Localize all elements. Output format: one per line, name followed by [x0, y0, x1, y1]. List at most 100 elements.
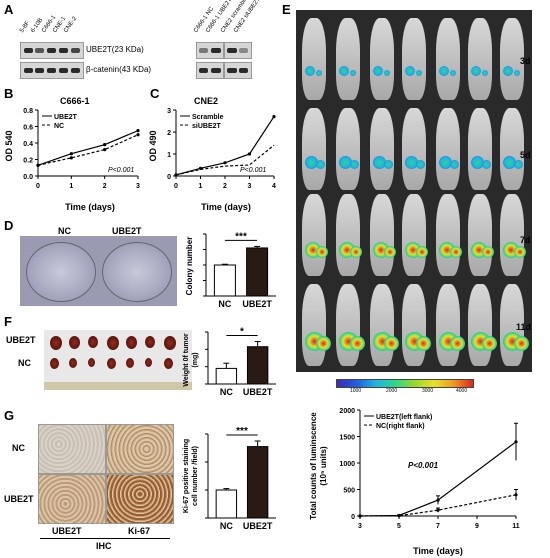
day-label: 11d — [516, 322, 532, 332]
ihc-row-label-nc: NC — [12, 443, 25, 453]
data-point — [436, 508, 440, 512]
plate-nc — [26, 242, 96, 302]
y-tick-label: 1000 — [339, 461, 355, 468]
luminescence-spot — [482, 336, 497, 351]
x-tick-label: 3 — [248, 183, 252, 190]
category-label: UBE2T — [242, 299, 272, 309]
tumor-specimen — [126, 358, 134, 368]
x-tick-label: 9 — [475, 523, 479, 530]
chart-g-ki67: NC UBE2T *** Ki-67 positive staining cell nu… — [183, 426, 276, 531]
y-axis-label: OD 490 — [148, 130, 158, 161]
panel-label-f: F — [4, 314, 12, 329]
bar — [215, 489, 238, 519]
mouse — [370, 108, 394, 190]
y-tick-label: 3 — [167, 108, 171, 115]
day-label: 3d — [520, 56, 531, 66]
luminescence-spot — [471, 156, 484, 169]
plate-ube2t — [102, 242, 172, 302]
luminescence-spot — [471, 66, 481, 76]
day-label: 5d — [520, 150, 531, 160]
data-point — [69, 156, 73, 160]
chart-f-weight: NC UBE2T * Weight 0f tumor (mg) — [183, 327, 276, 397]
mouse — [500, 108, 524, 190]
blot-ube2t-c666 — [196, 42, 224, 59]
x-axis-label: Time (days) — [201, 202, 251, 212]
x-tick-label: 2 — [223, 183, 227, 190]
luminescence-spot — [405, 66, 415, 76]
y-tick-label: 0.6 — [23, 125, 33, 132]
luminescence-spot — [384, 70, 390, 76]
x-tick-label: 4 — [272, 183, 276, 190]
y-axis-label: OD 540 — [4, 130, 14, 161]
luminescence-spot — [416, 160, 425, 169]
y-tick-label: 0.8 — [23, 108, 33, 115]
y-tick-label: 2 — [167, 130, 171, 137]
x-tick-label: 3 — [136, 183, 140, 190]
x-tick-label: 0 — [36, 183, 40, 190]
blot-row-label-ube2t: UBE2T(23 KDa) — [86, 45, 144, 54]
y-tick-label: 1500 — [339, 435, 355, 442]
legend-label: NC(right flank) — [376, 423, 425, 430]
luminescence-spot — [416, 246, 428, 258]
data-point — [36, 163, 40, 167]
tumor-specimen — [88, 336, 98, 348]
luminescence-spot — [514, 70, 520, 76]
ihc-row-label-ube2t: UBE2T — [4, 494, 34, 504]
blot-ube2t-left — [20, 42, 84, 59]
lane-label: 5-8F — [19, 20, 32, 34]
plate-label-nc: NC — [58, 226, 71, 236]
luminescence-spot — [350, 336, 365, 351]
luminescence-spot — [384, 246, 396, 258]
mouse — [500, 284, 524, 366]
luminescence-spot — [450, 160, 459, 169]
mouse — [302, 284, 326, 366]
luminescence-spot — [503, 66, 513, 76]
panel-label-e: E — [282, 2, 291, 17]
data-point — [272, 115, 276, 119]
blot-ube2t-cne2 — [224, 42, 252, 59]
tumor-row-label-ube2t: UBE2T — [6, 335, 36, 345]
colorbar-tick: 4000 — [456, 388, 468, 394]
colorbar-tick: 3000 — [422, 388, 434, 394]
luminescence-spot — [339, 66, 349, 76]
panel-label-a: A — [4, 2, 14, 17]
luminescence-spot — [416, 70, 422, 76]
tumor-specimen — [145, 336, 155, 348]
y-axis-label: Weight 0f tumor — [183, 333, 190, 386]
mouse — [468, 108, 492, 190]
mouse — [500, 18, 524, 100]
luminescence-spot — [339, 156, 352, 169]
chart-b-od540: 0.0 0.2 0.4 0.6 0.8 0 1 2 3 UBE2T NC C666-1 Time (da… — [4, 96, 140, 212]
x-tick-label: 11 — [512, 523, 520, 530]
tumor-specimen — [88, 358, 95, 367]
mouse — [336, 194, 360, 276]
x-tick-label: 1 — [69, 183, 73, 190]
luminescence-spot — [373, 156, 386, 169]
y-tick-label: 0 — [167, 174, 171, 181]
data-point — [514, 440, 518, 444]
data-point — [358, 514, 362, 518]
ihc-ube2t-ki67 — [106, 474, 174, 524]
category-label: NC — [220, 521, 233, 531]
luminescence-spot — [350, 160, 359, 169]
mouse — [370, 284, 394, 366]
luminescence-spot — [316, 160, 325, 169]
ihc-ube2t-ube2t — [38, 474, 106, 524]
mouse — [336, 284, 360, 366]
luminescence-spot — [482, 70, 488, 76]
chart-e-luminescence: 0 500 1000 1500 2000 3 5 7 9 11 UBE2T(left flank) N… — [309, 408, 520, 556]
mouse — [468, 194, 492, 276]
category-label: UBE2T — [243, 521, 273, 531]
mouse — [336, 18, 360, 100]
legend-label: Scramble — [192, 114, 224, 121]
panel-label-g: G — [4, 408, 15, 423]
y-axis-label: cell number /field) — [192, 446, 199, 506]
mouse — [402, 108, 426, 190]
luminescence-spot — [350, 70, 356, 76]
ihc-nc-ki67 — [106, 424, 174, 474]
p-value: P<0.001 — [240, 167, 266, 174]
luminescence-spot — [316, 70, 322, 76]
tumor-specimen — [164, 358, 173, 369]
blot-catenin-left — [20, 62, 84, 79]
colony-plates-photo — [20, 236, 177, 306]
